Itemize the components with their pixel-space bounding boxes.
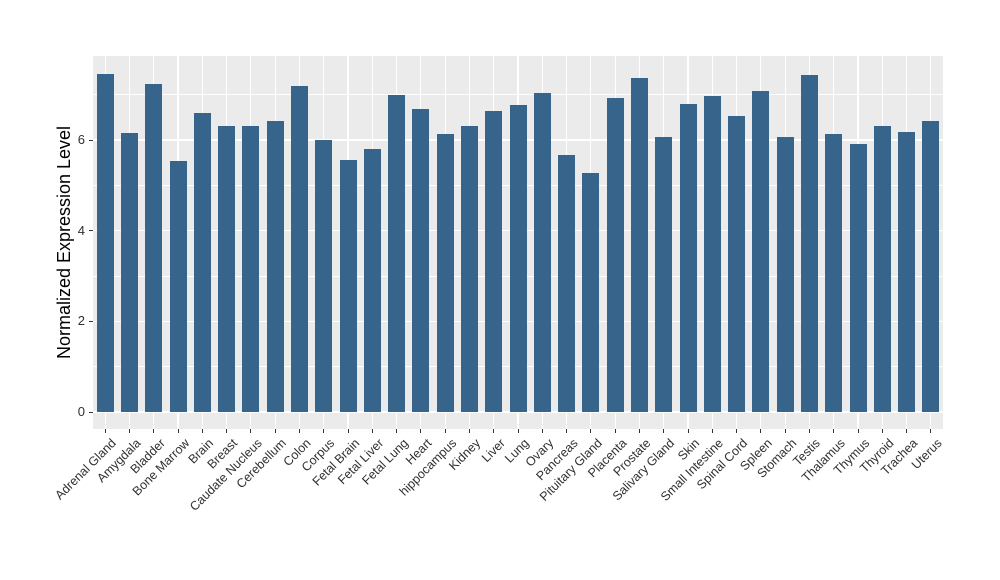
bar bbox=[776, 136, 794, 412]
y-axis-tick bbox=[89, 320, 93, 322]
x-axis-tick bbox=[347, 429, 349, 433]
x-axis-tick bbox=[566, 429, 568, 433]
bar bbox=[800, 75, 818, 412]
bar bbox=[339, 159, 357, 412]
x-axis-tick bbox=[396, 429, 398, 433]
bar bbox=[96, 73, 114, 412]
x-axis-tick bbox=[493, 429, 495, 433]
x-axis-tick bbox=[784, 429, 786, 433]
y-axis-tick bbox=[89, 411, 93, 413]
x-axis-tick bbox=[808, 429, 810, 433]
bar bbox=[922, 120, 940, 412]
bar bbox=[363, 149, 381, 412]
x-axis-tick bbox=[128, 429, 130, 433]
bar bbox=[582, 173, 600, 412]
y-axis-tick bbox=[89, 230, 93, 232]
bar bbox=[655, 136, 673, 412]
x-axis-tick bbox=[736, 429, 738, 433]
bar bbox=[606, 98, 624, 412]
bar bbox=[679, 104, 697, 412]
bar bbox=[120, 133, 138, 412]
bar bbox=[873, 125, 891, 412]
bar bbox=[509, 105, 527, 412]
bar bbox=[898, 131, 916, 412]
x-axis-tick bbox=[687, 429, 689, 433]
bar bbox=[485, 111, 503, 412]
y-axis-tick-label: 6 bbox=[77, 132, 85, 148]
bar bbox=[460, 126, 478, 412]
x-axis-tick bbox=[298, 429, 300, 433]
x-axis-tick bbox=[881, 429, 883, 433]
y-axis-tick-label: 0 bbox=[77, 404, 85, 419]
x-axis-tick-label: Liver bbox=[478, 436, 508, 466]
y-axis-tick bbox=[89, 139, 93, 141]
bar bbox=[266, 120, 284, 412]
x-axis-tick bbox=[274, 429, 276, 433]
x-axis-tick bbox=[638, 429, 640, 433]
x-axis-tick bbox=[590, 429, 592, 433]
x-axis-tick bbox=[444, 429, 446, 433]
x-axis-tick bbox=[250, 429, 252, 433]
x-axis-tick bbox=[906, 429, 908, 433]
x-axis-tick bbox=[833, 429, 835, 433]
y-axis-title-box: Normalized Expression Level bbox=[50, 56, 80, 429]
x-axis-tick bbox=[153, 429, 155, 433]
bar bbox=[388, 94, 406, 412]
x-axis-tick bbox=[226, 429, 228, 433]
y-axis-tick-label: 4 bbox=[77, 222, 85, 238]
bar bbox=[315, 140, 333, 412]
x-axis-tick bbox=[104, 429, 106, 433]
bar bbox=[145, 83, 163, 412]
x-axis-tick bbox=[930, 429, 932, 433]
bar bbox=[242, 125, 260, 412]
bar bbox=[703, 96, 721, 412]
x-axis-tick bbox=[201, 429, 203, 433]
bar bbox=[558, 155, 576, 412]
bar bbox=[412, 109, 430, 412]
bar bbox=[290, 85, 308, 412]
bar bbox=[436, 133, 454, 412]
bar bbox=[825, 134, 843, 412]
x-axis-tick bbox=[323, 429, 325, 433]
x-axis-tick bbox=[711, 429, 713, 433]
x-axis-tick bbox=[177, 429, 179, 433]
x-axis-tick bbox=[420, 429, 422, 433]
x-axis-tick bbox=[663, 429, 665, 433]
x-axis-tick bbox=[517, 429, 519, 433]
x-axis-tick bbox=[468, 429, 470, 433]
x-axis-tick bbox=[371, 429, 373, 433]
x-axis-tick bbox=[857, 429, 859, 433]
bar bbox=[218, 126, 236, 412]
bar bbox=[728, 115, 746, 412]
bar bbox=[849, 144, 867, 412]
bar bbox=[169, 161, 187, 412]
y-axis-tick-label: 2 bbox=[77, 313, 85, 329]
bar bbox=[533, 93, 551, 412]
x-axis-tick bbox=[614, 429, 616, 433]
x-axis-tick bbox=[541, 429, 543, 433]
bar bbox=[630, 78, 648, 412]
plot-panel bbox=[93, 56, 943, 429]
bar bbox=[193, 112, 211, 412]
x-axis-tick bbox=[760, 429, 762, 433]
bar bbox=[752, 91, 770, 412]
